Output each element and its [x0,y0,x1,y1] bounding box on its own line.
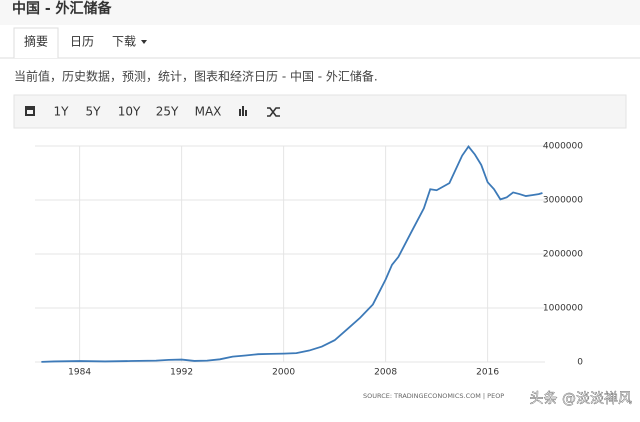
y-tick-label: 1000000 [543,304,583,314]
range-button[interactable]: 10Y [118,105,141,119]
range-button[interactable]: 1Y [54,105,70,119]
x-tick-label: 2000 [272,368,295,378]
data-line [41,145,543,363]
page-title: 中国 - 外汇储备 [12,0,113,17]
range-button[interactable]: MAX [195,105,222,119]
x-tick-label: 1992 [170,368,193,378]
y-tick-label: 2000000 [543,250,583,260]
x-tick-label: 2008 [374,368,397,378]
chart: 0 1000000 2000000 3000000 4000000 1984 1992 200… [35,142,583,378]
active-tab[interactable] [13,27,59,58]
tab[interactable]: 摘要 [24,34,48,49]
y-tick-label: 0 [577,358,583,368]
bar-icon[interactable] [239,106,247,116]
y-tick-label: 3000000 [543,196,583,206]
source: SOURCE: TRADINGECONOMICS.COM | PEOP [363,392,504,400]
range-button[interactable]: 5Y [86,105,102,119]
tab[interactable]: 下载 [112,35,136,49]
x-tick-label: 1984 [68,368,91,378]
range-button[interactable]: 25Y [156,105,179,119]
caret [141,40,147,44]
toolbar [13,94,627,129]
shuffle-icon[interactable] [267,107,280,117]
header-bar [0,0,640,25]
description: 当前值，历史数据，预测，统计，图表和经济日历 - 中国 - 外汇储备. [14,69,378,84]
tab[interactable]: 日历 [70,35,94,49]
y-tick-label: 4000000 [543,142,583,152]
calendar-icon[interactable] [25,106,35,116]
x-tick-label: 2016 [476,368,499,378]
watermark: 头条 @淡淡禅风 [530,390,632,407]
